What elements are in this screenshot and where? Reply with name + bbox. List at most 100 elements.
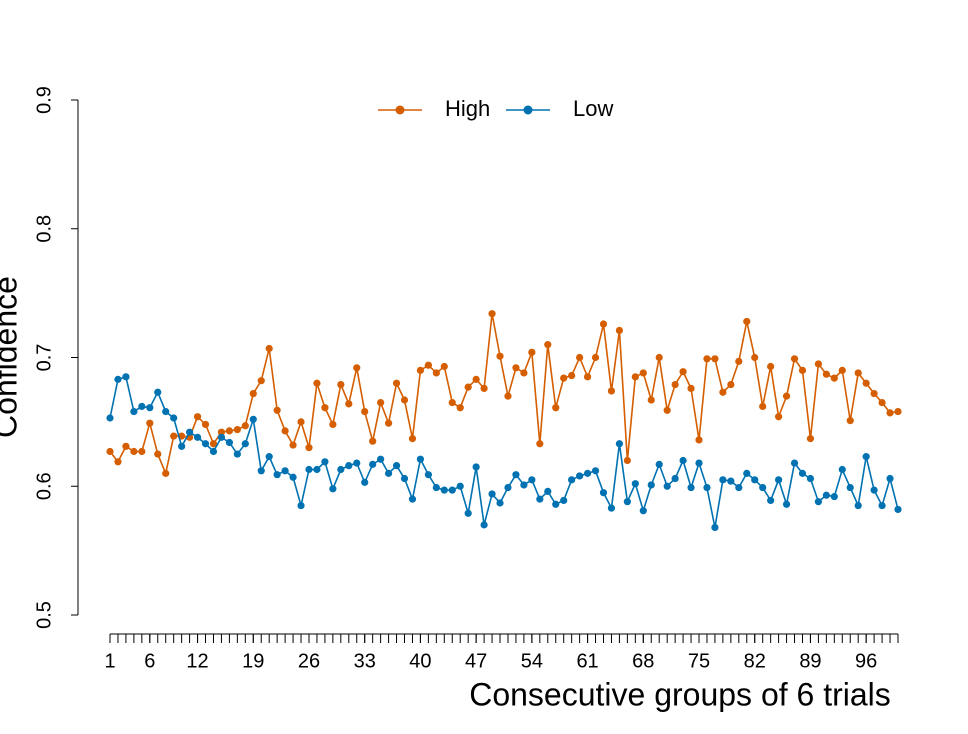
point: [520, 369, 528, 377]
point: [854, 369, 862, 377]
point: [178, 442, 186, 450]
x-tick-label: 89: [799, 650, 821, 672]
point: [122, 373, 130, 381]
point: [814, 498, 823, 506]
point: [679, 456, 687, 465]
point: [679, 368, 687, 376]
point: [838, 465, 846, 474]
legend-label: High: [445, 96, 490, 121]
point: [154, 388, 162, 396]
point: [273, 471, 281, 479]
point: [209, 447, 218, 456]
point: [130, 447, 138, 456]
point: [687, 384, 695, 392]
point: [122, 442, 130, 450]
point: [377, 398, 385, 407]
point: [878, 501, 886, 510]
point: [751, 353, 759, 362]
point: [416, 366, 425, 374]
point: [663, 406, 671, 414]
point: [448, 398, 456, 407]
point: [496, 352, 504, 360]
point: [440, 362, 448, 371]
point: [790, 355, 799, 363]
x-tick-label: 33: [354, 650, 376, 672]
point: [400, 474, 409, 483]
point: [488, 490, 496, 498]
point: [345, 462, 353, 470]
point: [408, 435, 417, 443]
point: [146, 419, 154, 427]
point: [870, 486, 878, 494]
point: [623, 456, 631, 465]
point: [735, 357, 743, 365]
point: [695, 459, 703, 467]
point: [480, 384, 488, 392]
point: [775, 476, 783, 484]
point: [392, 379, 401, 387]
point: [353, 459, 361, 467]
point: [170, 414, 178, 422]
x-tick-label: 61: [576, 650, 598, 672]
point: [830, 374, 838, 382]
y-tick-label: 0.9: [33, 86, 55, 114]
y-axis-label: Confidence: [0, 276, 23, 438]
point: [583, 469, 592, 477]
point: [448, 486, 456, 494]
point: [512, 471, 520, 479]
point: [225, 427, 233, 435]
point: [671, 474, 679, 483]
point: [846, 416, 854, 425]
point: [655, 460, 663, 468]
point: [162, 469, 170, 477]
point: [432, 369, 440, 377]
point: [767, 496, 775, 505]
point: [583, 373, 592, 381]
point: [599, 489, 608, 497]
point: [806, 435, 815, 443]
point: [408, 495, 417, 503]
point: [806, 474, 815, 483]
point: [488, 310, 496, 318]
point: [472, 463, 480, 471]
point: [170, 432, 178, 440]
point: [862, 379, 870, 387]
point: [886, 474, 894, 483]
point: [130, 407, 138, 416]
point: [544, 341, 552, 349]
point: [711, 523, 719, 532]
point: [846, 483, 854, 492]
point: [321, 404, 329, 412]
x-tick-label: 54: [521, 650, 543, 672]
x-tick-label: 96: [855, 650, 877, 672]
series-line: [109, 313, 899, 477]
point: [711, 355, 719, 363]
point: [727, 380, 735, 389]
point: [265, 453, 273, 461]
point: [201, 420, 210, 429]
legend-marker: [395, 105, 405, 115]
point: [504, 483, 512, 492]
point: [440, 486, 448, 494]
point: [782, 392, 791, 400]
point: [854, 501, 862, 510]
point: [560, 496, 568, 505]
x-tick-label: 40: [409, 650, 431, 672]
point: [384, 469, 393, 477]
point: [257, 377, 265, 385]
point: [289, 473, 297, 481]
point: [520, 481, 528, 489]
point: [281, 427, 289, 435]
point: [647, 396, 655, 404]
point: [361, 407, 369, 416]
point: [504, 392, 512, 400]
point: [273, 406, 281, 414]
point: [384, 419, 393, 427]
point: [424, 361, 432, 369]
x-axis-label: Consecutive groups of 6 trials: [469, 676, 891, 712]
point: [536, 495, 544, 503]
point: [568, 476, 576, 484]
point: [623, 498, 631, 506]
point: [329, 485, 337, 493]
point: [615, 326, 624, 335]
